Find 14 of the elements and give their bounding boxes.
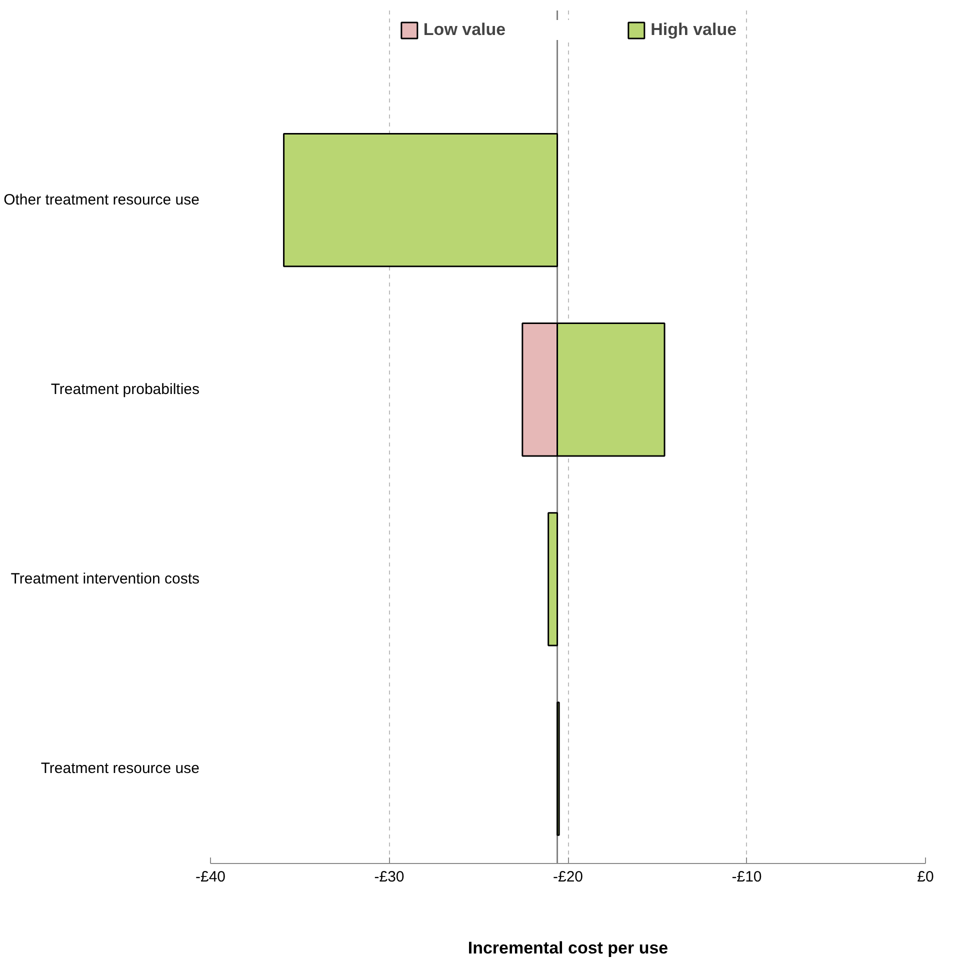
y-tick-label: Treatment probabilties [50, 381, 200, 398]
x-tick-label: £0 [917, 868, 934, 886]
y-tick-label: Other treatment resource use [4, 192, 200, 209]
x-tick-label: -£40 [195, 868, 226, 886]
x-tick-label: -£20 [552, 868, 584, 886]
x-axis-title: Incremental cost per use [468, 938, 668, 958]
legend-label: High value [650, 20, 737, 40]
x-tick-label: -£30 [374, 868, 404, 886]
y-tick-label: Treatment resource use [40, 760, 200, 778]
legend-label: Low value [423, 20, 506, 40]
bar [548, 512, 558, 646]
bar [283, 132, 558, 268]
x-tick-label: -£10 [732, 868, 762, 886]
y-tick-label: Treatment intervention costs [10, 570, 200, 588]
